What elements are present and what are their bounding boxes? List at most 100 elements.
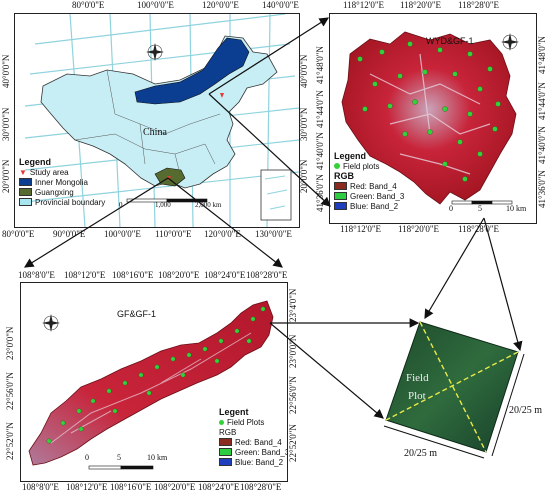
legend-title: Legend [19,157,52,167]
swatch [19,188,32,196]
plot-dim-bottom: 20/25 m [404,448,438,459]
valley-texture [369,53,491,175]
scale-label: 10 km [506,204,527,213]
gf-left-tick: 22°52'0"N [5,422,15,460]
gf-right-tick: 23°4'0"N [288,288,298,322]
legend-rgb-title: RGB [219,427,237,437]
wyd-bottom-tick: 118°28'0"E [458,224,500,234]
wyd-map-graphic [341,31,519,205]
wyd-study-area [341,31,517,205]
gf-left-tick: 23°0'0"N [5,326,15,360]
plot-diagonal [385,351,519,421]
china-bottom-tick: 90°0'0"E [53,229,86,239]
plot-diagonal [419,321,487,453]
china-top-tick: 100°0'0"E [137,0,174,10]
gf-bottom-tick: 108°12'0"E [66,482,108,492]
gf-top-tick: 108°24'0"E [204,270,246,280]
china-right-tick: 20°0'0"N [299,159,309,193]
china-top-tick: 120°0'0"E [202,0,239,10]
gf-top-tick: 108°20'0"E [158,270,200,280]
gf-bottom-tick: 108°20'0"E [154,482,196,492]
wyd-top-tick: 118°12'0"E [343,0,385,10]
country-label: China [143,127,167,138]
wyd-right-tick: 41°36'0"N [537,170,547,208]
wyd-left-tick: 41°44'0"N [315,90,325,128]
legend-item: Blue: Band_2 [334,201,404,211]
legend-item: Guangxing [19,187,105,197]
plot-dim-right: 20/25 m [509,405,543,416]
wyd-left-tick: 41°48'0"N [315,46,325,84]
legend-item: Inner Mongolia [19,177,105,187]
china-left-tick: 30°0'0"N [1,107,11,141]
gf-right-tick: 22°56'0"N [288,376,298,414]
gf-top-tick: 108°12'0"E [64,270,106,280]
wyd-map-frame: WYD&GF-1 0 5 10 km Legend Field plots RG… [329,13,537,224]
gf-bottom-tick: 108°8'0"E [22,482,59,492]
gf-right-tick: 23°0'0"N [288,334,298,368]
legend-item: ▼ Study area [19,167,69,177]
wyd-top-tick: 118°28'0"E [458,0,500,10]
valley-texture [50,332,252,444]
swatch [19,178,32,186]
legend-rgb-title: RGB [334,171,354,181]
swatch [219,458,232,466]
china-bottom-tick: 130°0'0"E [255,229,292,239]
swatch [334,182,347,190]
swatch [219,448,232,456]
legend-item: Provincial boundary [19,197,105,207]
wyd-bottom-tick: 118°20'0"E [398,224,440,234]
scale-label: 0 [119,201,123,209]
scale-label: 0 [85,453,89,462]
china-top-tick: 140°0'0"E [262,0,299,10]
gf-legend: Legent Field Plots RGB Red: Band_4 Green… [219,407,287,467]
gf-top-tick: 108°28'0"E [246,270,288,280]
plot-label-line1: Field [406,372,429,384]
pin-icon: ▼ [19,167,27,177]
north-arrow-icon [42,314,60,332]
china-bottom-tick: 110°0'0"E [155,229,192,239]
scale-label: 10 km [147,453,168,462]
dot-icon [334,163,340,169]
wyd-title: WYD&GF-1 [426,36,474,46]
china-bottom-tick: 100°0'0"E [104,229,141,239]
gf-left-tick: 22°56'0"N [5,372,15,410]
china-map-frame: China 0 1,000 2,000 km Legend ▼ Study ar… [14,13,300,228]
gf-bottom-tick: 108°24'0"E [198,482,240,492]
china-left-tick: 40°0'0"N [1,54,11,88]
scale-label: 5 [478,204,482,213]
legend-item: Red: Band_4 [334,181,404,191]
wyd-left-tick: 41°36'0"N [315,174,325,212]
legend-item: Red: Band_4 [219,437,287,447]
wyd-right-tick: 41°48'0"N [537,36,547,74]
gf-title: GF&GF-1 [117,309,157,319]
china-bottom-tick: 120°0'0"E [204,229,241,239]
swatch [334,202,347,210]
scale-label: 2,000 km [195,201,222,209]
connector-arrow [483,217,523,352]
wyd-scale-bar [451,200,513,205]
legend-item: Blue: Band_2 [219,457,287,467]
legend-item: Field Plots [219,417,287,427]
wyd-legend: Legend Field plots RGB Red: Band_4 Green… [334,151,404,211]
gf-bottom-tick: 108°28'0"E [240,482,282,492]
field-plot-image [385,321,519,453]
china-top-tick: 80°0'0"E [72,0,105,10]
china-right-tick: 40°0'0"N [299,54,309,88]
scale-label: 5 [117,453,121,462]
wyd-bottom-tick: 118°12'0"E [340,224,382,234]
scale-label: 0 [449,204,453,213]
gf-top-tick: 108°16'0"E [112,270,154,280]
legend-title: Legent [219,407,249,417]
north-arrow-icon [501,33,519,51]
gf-bottom-tick: 108°16'0"E [110,482,152,492]
china-right-tick: 30°0'0"N [299,107,309,141]
swatch [334,192,347,200]
wyd-right-tick: 41°44'0"N [537,82,547,120]
gf-right-tick: 22°52'0"N [288,424,298,462]
legend-item: Field plots [334,161,404,171]
legend-title: Legend [334,151,367,161]
gf-top-tick: 108°8'0"E [18,270,55,280]
legend-item: Green: Band_3 [334,191,404,201]
china-left-tick: 20°0'0"N [1,159,11,193]
wyd-right-tick: 41°40'0"N [537,126,547,164]
